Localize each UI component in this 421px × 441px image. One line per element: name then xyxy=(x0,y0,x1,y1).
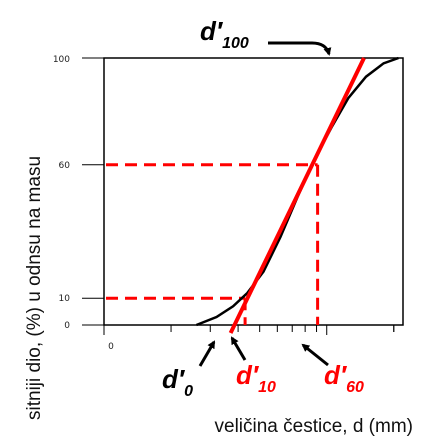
label-d100: d′100 xyxy=(200,16,249,52)
axis-ticks xyxy=(82,57,395,335)
arrow-d60 xyxy=(301,343,329,367)
y-axis-title: sitniji dio, (%) u odnsu na masu xyxy=(24,156,45,420)
label-d60: d′60 xyxy=(324,360,364,396)
x-tick-label: 0 xyxy=(108,342,114,352)
y-tick-label: 10 xyxy=(59,294,71,304)
label-d10: d′10 xyxy=(236,360,276,396)
arrow-d100 xyxy=(268,41,332,56)
tangent-line xyxy=(228,57,366,334)
plot-frame xyxy=(103,57,404,326)
arrow-d0 xyxy=(198,340,216,367)
label-d0: d′0 xyxy=(162,364,193,400)
x-axis-title: veličina čestice, d (mm) xyxy=(215,416,414,437)
arrow-d10 xyxy=(230,336,247,361)
y-tick-label: 100 xyxy=(53,55,70,65)
y-tick-label: 60 xyxy=(59,161,71,171)
y-tick-label: 0 xyxy=(64,321,70,331)
